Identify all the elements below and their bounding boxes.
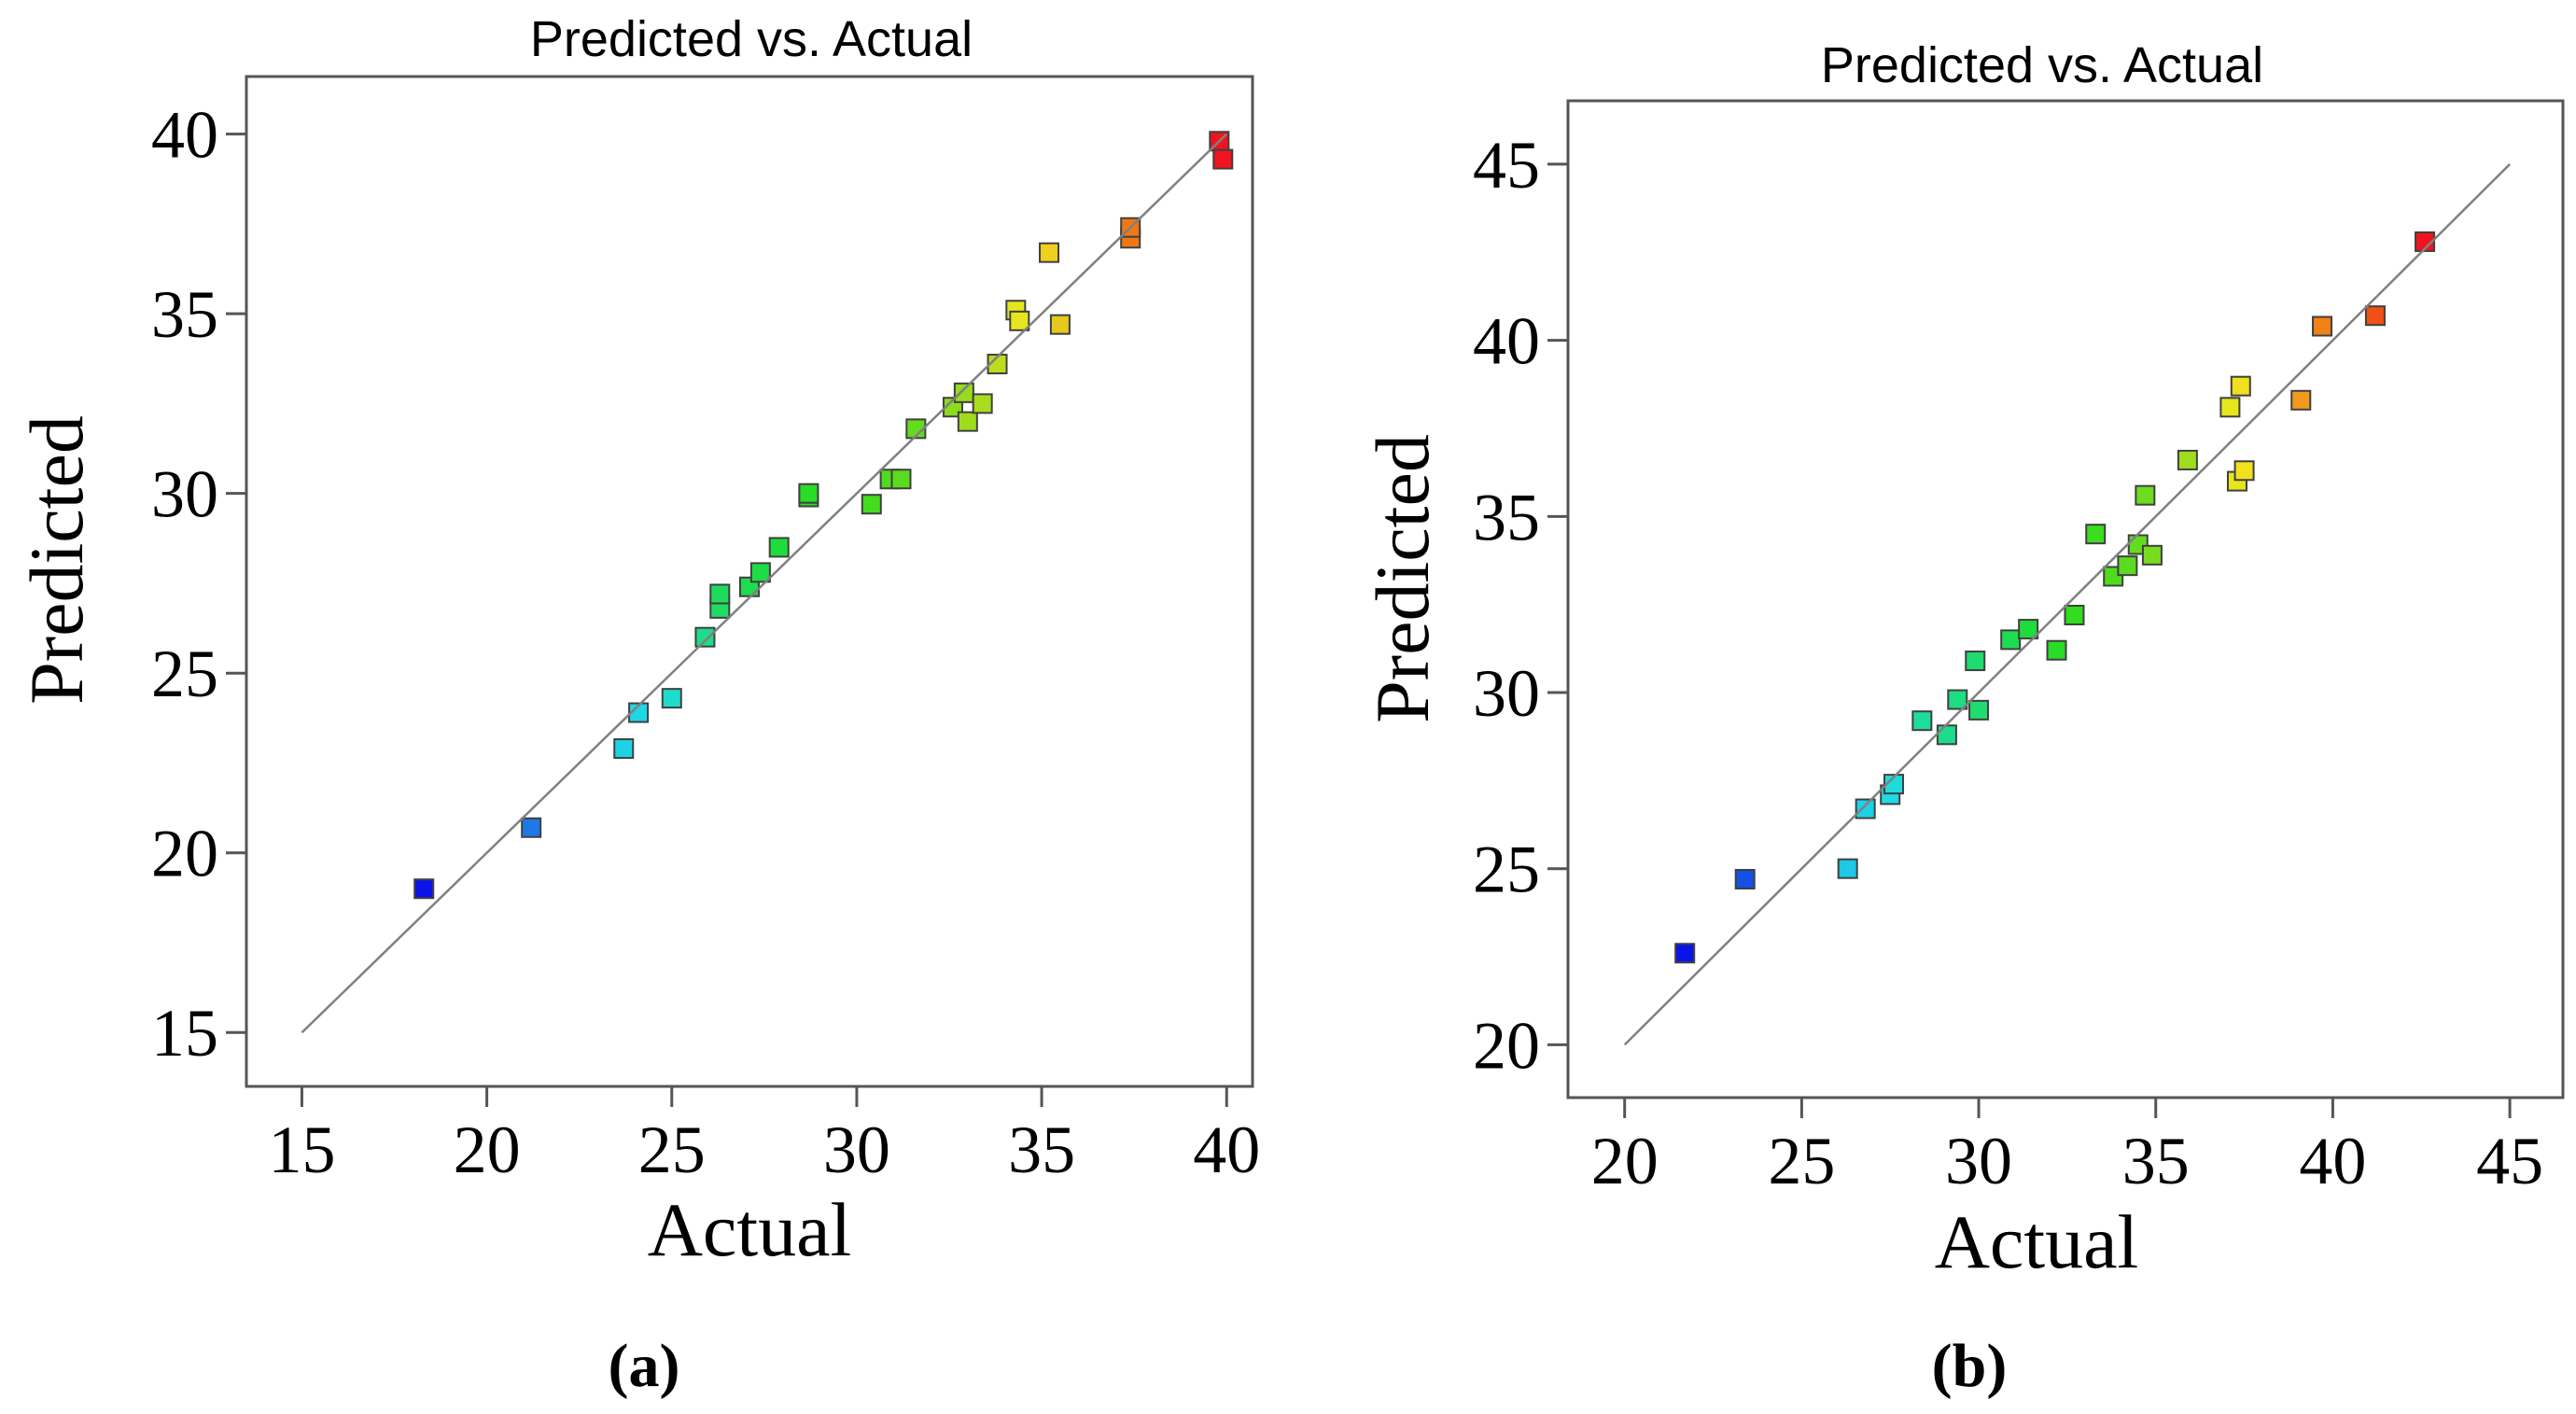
data-point <box>2046 639 2067 661</box>
x-tick-label: 35 <box>2122 1124 2190 1198</box>
x-tick-label: 15 <box>268 1113 335 1187</box>
data-point <box>749 562 771 583</box>
y-tick-label: 35 <box>1473 480 1540 554</box>
y-tick-label: 20 <box>1473 1008 1540 1083</box>
data-point <box>1883 774 1905 795</box>
data-point <box>972 393 993 414</box>
data-point <box>957 411 978 432</box>
data-point <box>905 418 927 440</box>
data-point <box>661 688 682 709</box>
data-point <box>1968 699 1990 721</box>
data-point <box>1837 858 1858 879</box>
data-point <box>413 878 435 900</box>
panel-b-label: (b) <box>1932 1332 2008 1400</box>
panel-a-reference-line <box>301 133 1228 1034</box>
data-point <box>709 583 731 605</box>
panel-b-x-axis-label: Actual <box>1935 1199 2139 1284</box>
y-tick-label: 30 <box>1473 656 1540 731</box>
panel-a-y-axis: 15 20 25 30 35 40 <box>151 98 246 1071</box>
data-point <box>1855 798 1876 819</box>
panel-a-label: (a) <box>609 1332 680 1400</box>
data-point <box>2085 524 2107 545</box>
data-point <box>1212 148 1234 170</box>
x-tick-label: 30 <box>1945 1124 2012 1198</box>
data-point <box>2141 544 2163 566</box>
x-tick-label: 20 <box>454 1113 521 1187</box>
data-point <box>987 354 1008 375</box>
data-point <box>1674 943 1696 964</box>
panel-a-y-axis-label: Predicted <box>14 415 99 705</box>
data-point <box>1049 314 1071 335</box>
data-point <box>953 382 974 403</box>
data-point <box>2000 629 2022 651</box>
panel-b-title: Predicted vs. Actual <box>1821 37 2263 93</box>
x-tick-label: 20 <box>1591 1124 1659 1198</box>
data-point <box>628 702 650 723</box>
data-point <box>798 483 819 504</box>
x-tick-label: 25 <box>1768 1124 1835 1198</box>
panel-b-y-axis: 20 25 30 35 40 45 <box>1473 128 1568 1083</box>
data-point <box>2290 389 2312 411</box>
panel-b-y-axis-label: Predicted <box>1360 434 1445 723</box>
data-point <box>1936 724 1957 746</box>
x-tick-label: 45 <box>2476 1124 2543 1198</box>
data-point <box>2018 619 2039 640</box>
data-point <box>1039 242 1060 263</box>
data-point <box>2312 315 2333 337</box>
x-tick-label: 40 <box>2299 1124 2366 1198</box>
data-point <box>2135 484 2156 506</box>
data-point <box>890 469 912 490</box>
data-point <box>2177 449 2198 470</box>
y-tick-label: 40 <box>1473 304 1540 379</box>
y-tick-label: 25 <box>151 637 218 711</box>
data-point <box>1947 689 1968 710</box>
data-point <box>2415 231 2436 252</box>
data-point <box>2233 460 2255 482</box>
data-point <box>2064 604 2085 625</box>
data-point <box>2117 555 2138 577</box>
y-tick-label: 25 <box>1473 833 1540 907</box>
panel-b: Predicted vs. Actual 20 25 30 35 40 45 20 25 30… <box>1360 37 2565 1400</box>
data-point <box>1734 869 1756 890</box>
data-point <box>694 626 716 648</box>
data-point <box>2230 375 2251 397</box>
data-point <box>1965 651 1986 672</box>
panel-a-plot-frame <box>245 75 1254 1088</box>
data-point <box>768 537 790 558</box>
data-point <box>1009 310 1030 331</box>
y-tick-label: 40 <box>151 98 218 173</box>
panel-b-plot-frame <box>1566 99 2565 1099</box>
data-point <box>613 738 635 760</box>
x-tick-label: 35 <box>1008 1113 1075 1187</box>
panel-a-x-axis: 15 20 25 30 35 40 <box>268 1086 1260 1187</box>
y-tick-label: 15 <box>151 996 218 1071</box>
panel-b-points <box>1674 231 2436 964</box>
data-point <box>521 817 542 838</box>
data-point <box>1911 710 1933 732</box>
y-tick-label: 20 <box>151 817 218 891</box>
data-point <box>861 494 882 515</box>
y-tick-label: 30 <box>151 457 218 532</box>
x-tick-label: 40 <box>1193 1113 1260 1187</box>
panel-a-x-axis-label: Actual <box>648 1187 852 1272</box>
data-point <box>2364 305 2386 327</box>
y-tick-label: 45 <box>1473 128 1540 203</box>
x-tick-label: 30 <box>823 1113 890 1187</box>
data-point <box>2219 397 2241 418</box>
x-tick-label: 25 <box>638 1113 706 1187</box>
panel-b-reference-line <box>1623 163 2511 1046</box>
panel-a: Predicted vs. Actual 15 20 25 30 35 40 15 20 25… <box>14 11 1260 1400</box>
panel-a-title: Predicted vs. Actual <box>530 11 973 67</box>
y-tick-label: 35 <box>151 277 218 352</box>
panel-b-x-axis: 20 25 30 35 40 45 <box>1591 1098 2543 1198</box>
